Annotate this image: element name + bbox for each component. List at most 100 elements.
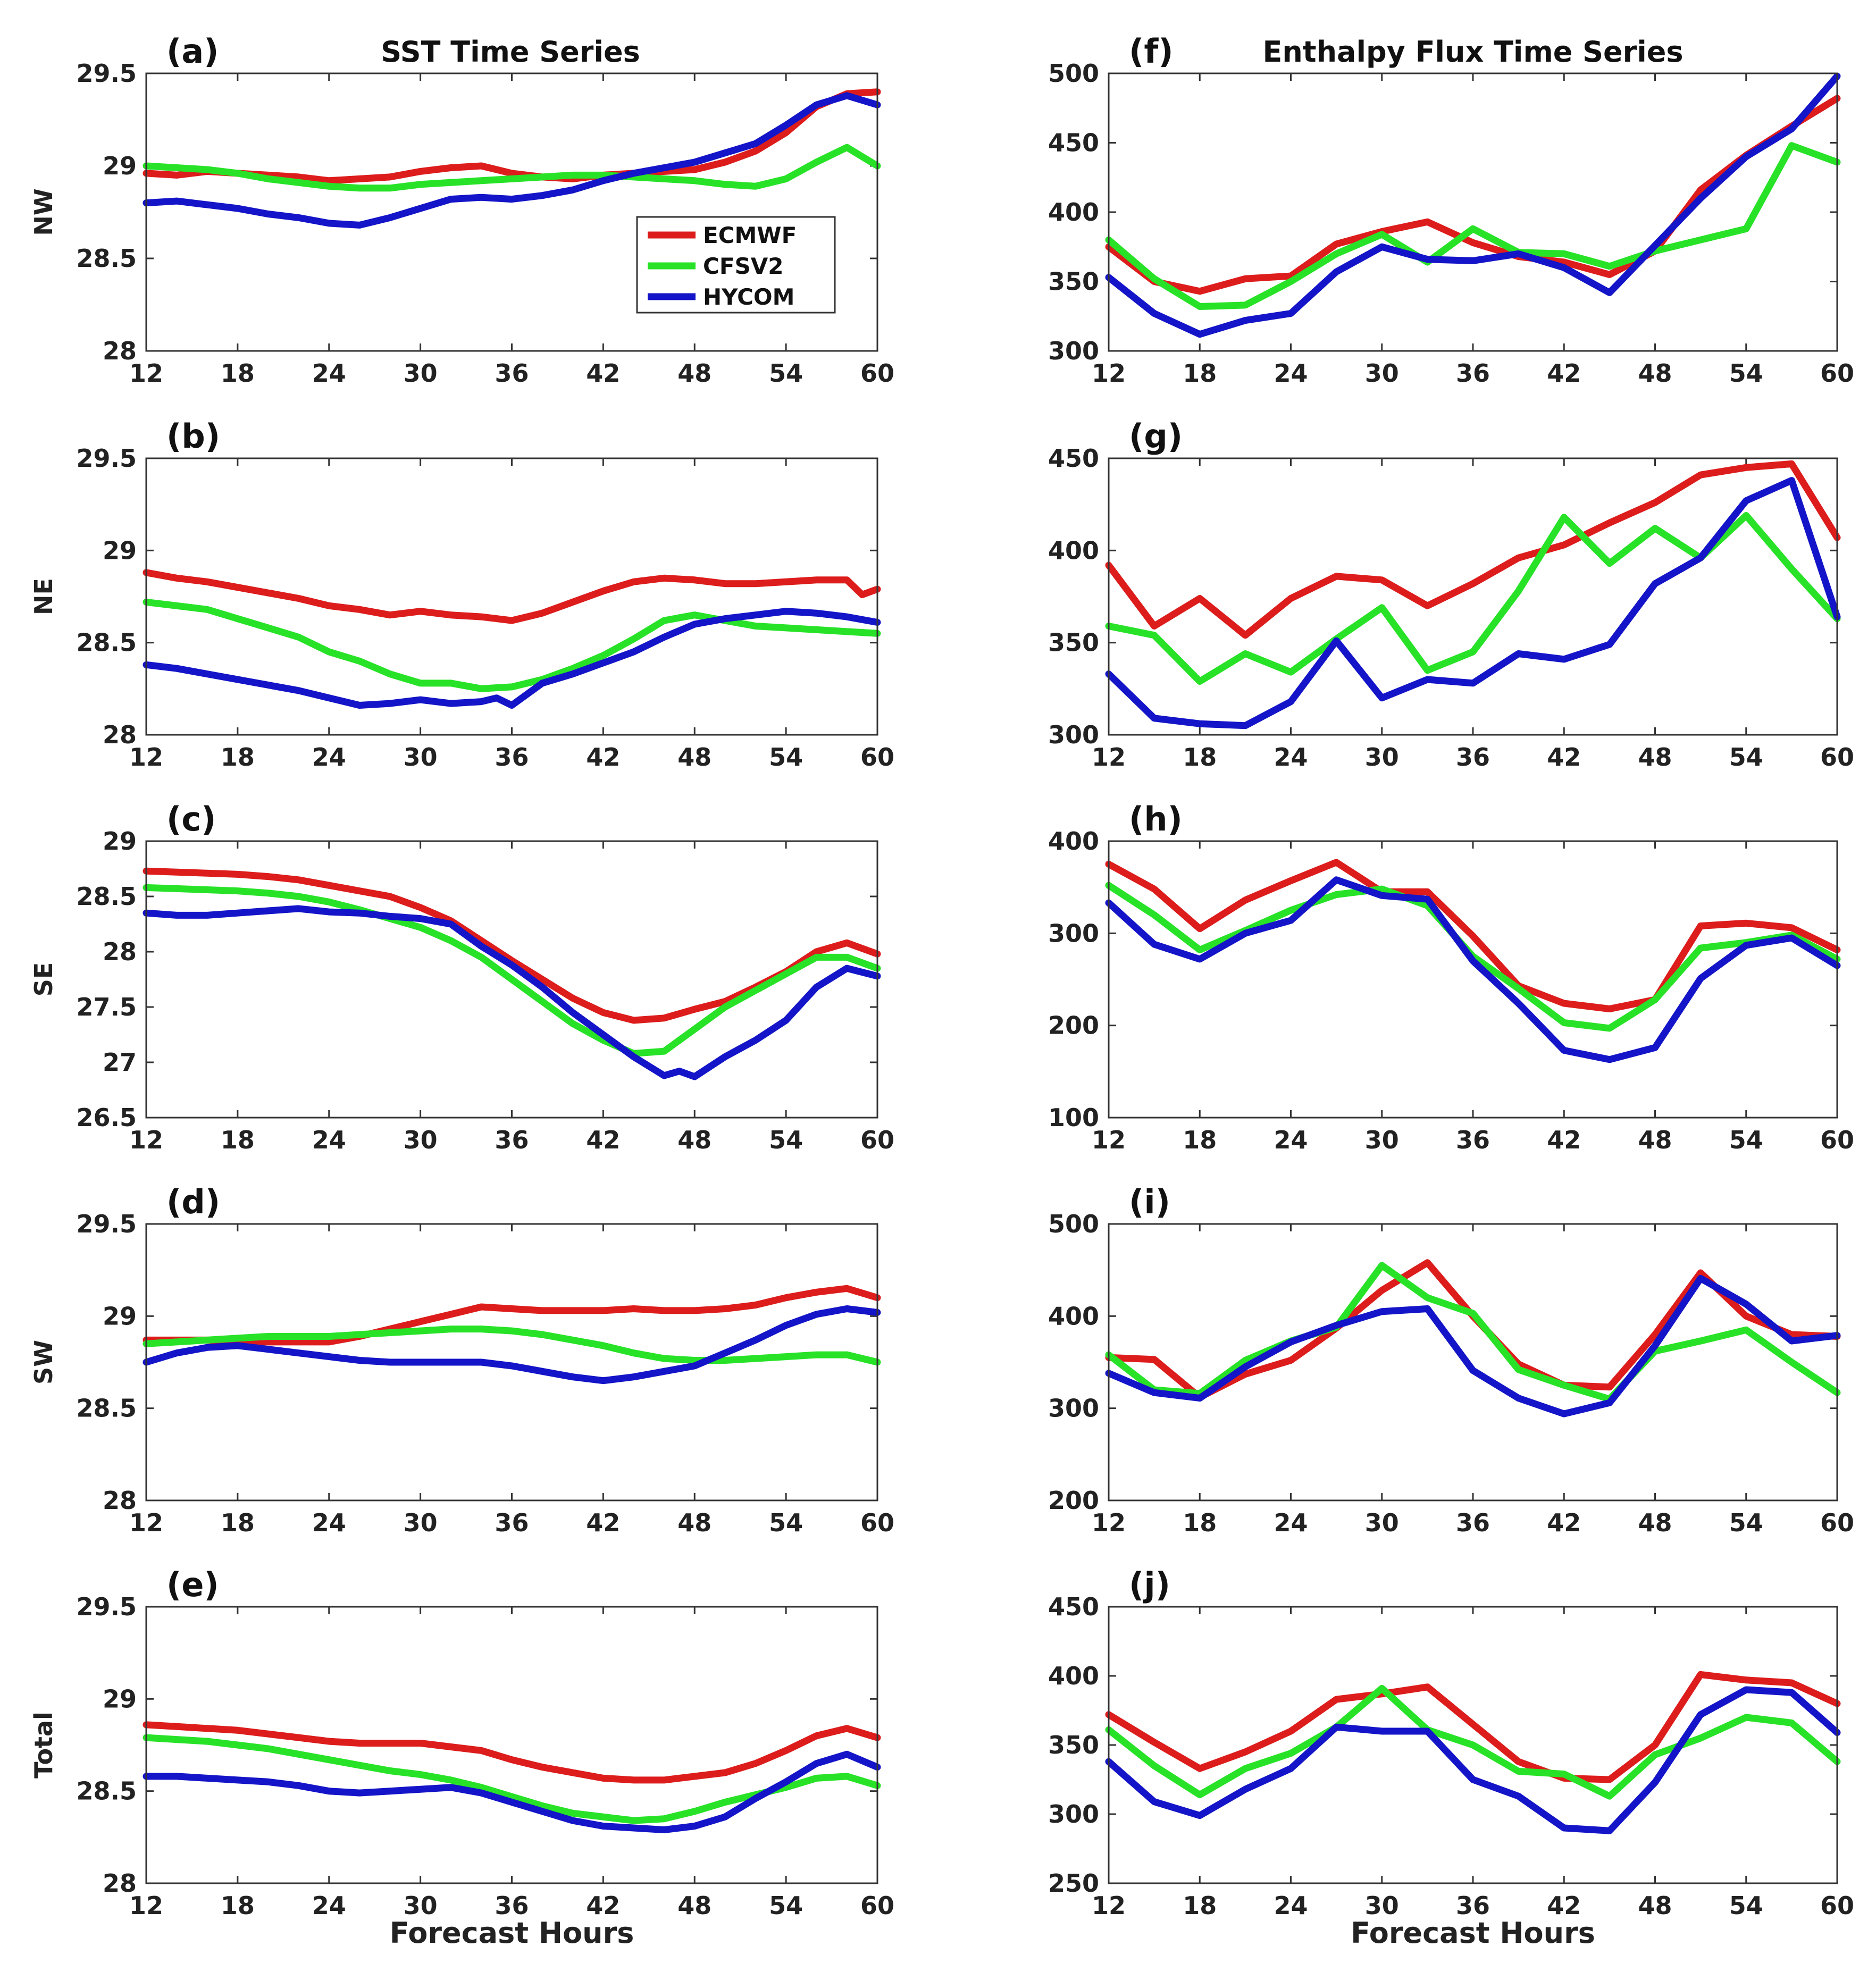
x-tick-label: 18 xyxy=(1183,1508,1217,1537)
legend: ECMWF CFSV2 HYCOM xyxy=(636,216,836,314)
x-tick-label: 54 xyxy=(769,743,803,771)
x-tick-label: 18 xyxy=(221,743,255,771)
x-tick-label: 24 xyxy=(1274,1126,1308,1154)
x-tick-label: 24 xyxy=(1274,1508,1308,1537)
x-tick-label: 30 xyxy=(1365,359,1399,388)
x-tick-label: 18 xyxy=(1183,743,1217,771)
series-line-hycom xyxy=(1105,72,1841,338)
y-tick-label: 28 xyxy=(103,337,137,365)
y-tick-label: 29.5 xyxy=(77,444,137,473)
y-tick-label: 400 xyxy=(1048,827,1099,855)
series-line-cfsv2 xyxy=(143,884,881,1057)
y-tick-label: 29 xyxy=(103,536,137,565)
x-tick-label: 48 xyxy=(677,1126,711,1154)
y-tick-label: 28.5 xyxy=(77,882,137,911)
y-tick-label: 250 xyxy=(1048,1869,1099,1898)
series-line-cfsv2 xyxy=(143,1326,881,1366)
series-line-ecmwf xyxy=(143,1721,881,1784)
y-axis-label: Total xyxy=(29,1712,58,1779)
enthalpy-title: Enthalpy Flux Time Series xyxy=(1262,35,1683,69)
axes-frame xyxy=(145,1606,878,1884)
panel-f: 12 18 24 30 36 42 48 54 60 300 350 400 450 500 (f) Enth… xyxy=(1048,32,1854,388)
x-tick-label: 54 xyxy=(1729,359,1763,388)
y-tick-label: 450 xyxy=(1048,444,1099,473)
y-axis-label: SE xyxy=(29,962,58,997)
x-tick-label: 48 xyxy=(1638,1891,1672,1920)
x-tick-label: 42 xyxy=(1547,1126,1581,1154)
y-tick-label: 27 xyxy=(103,1048,137,1077)
y-tick-label: 300 xyxy=(1048,919,1099,947)
x-tick-label: 12 xyxy=(129,359,163,388)
series-line-ecmwf xyxy=(143,1285,881,1346)
panel-label: (c) xyxy=(166,800,216,838)
x-tick-label: 48 xyxy=(1638,1508,1672,1537)
y-tick-label: 500 xyxy=(1048,1210,1099,1238)
y-tick-label: 100 xyxy=(1048,1103,1099,1132)
y-tick-label: 28.5 xyxy=(77,628,137,657)
x-tick-label: 12 xyxy=(1092,1508,1126,1537)
y-tick-label: 28.5 xyxy=(77,244,137,273)
y-tick-label: 400 xyxy=(1048,198,1099,227)
x-tick-label: 24 xyxy=(1274,1891,1308,1920)
x-tick-label: 42 xyxy=(586,359,620,388)
series-line-hycom xyxy=(143,608,881,709)
panel-d: 12 18 24 30 36 42 48 54 60 28 28.5 29 29.5 (d) SW xyxy=(29,1182,894,1537)
y-tick-label: 350 xyxy=(1048,267,1099,296)
x-tick-label: 24 xyxy=(312,359,346,388)
x-tick-label: 42 xyxy=(1547,743,1581,771)
x-tick-label: 36 xyxy=(495,359,529,388)
x-tick-label: 30 xyxy=(1365,743,1399,771)
x-tick-label: 60 xyxy=(860,1891,894,1920)
x-tick-label: 18 xyxy=(221,359,255,388)
panel-label: (b) xyxy=(166,417,220,456)
x-tick-label: 12 xyxy=(129,1508,163,1537)
series-line-hycom xyxy=(1105,1686,1841,1834)
series-line-hycom xyxy=(143,905,881,1080)
series-line-ecmwf xyxy=(1105,1671,1841,1783)
x-tick-label: 12 xyxy=(1092,359,1126,388)
x-tick-label: 42 xyxy=(586,743,620,771)
x-tick-label: 18 xyxy=(1183,1891,1217,1920)
y-tick-label: 28 xyxy=(103,1486,137,1515)
x-tick-label: 54 xyxy=(1729,1508,1763,1537)
y-tick-label: 27.5 xyxy=(77,993,137,1021)
x-tick-label: 18 xyxy=(1183,1126,1217,1154)
x-tick-label: 54 xyxy=(769,1508,803,1537)
y-tick-label: 28 xyxy=(103,1869,137,1898)
panel-a: 12 18 24 30 36 42 48 54 60 28 28.5 29 29.5 (a) NW SST T… xyxy=(29,32,894,388)
panel-label: (a) xyxy=(166,32,219,71)
x-tick-label: 48 xyxy=(1638,743,1672,771)
y-axis-label: NW xyxy=(29,188,58,236)
x-tick-label: 60 xyxy=(1820,359,1854,388)
x-tick-label: 54 xyxy=(769,1126,803,1154)
x-tick-label: 30 xyxy=(1365,1126,1399,1154)
x-tick-label: 48 xyxy=(1638,359,1672,388)
axes-frame xyxy=(145,840,878,1119)
series-line-hycom xyxy=(143,1305,881,1385)
panel-h: 12 18 24 30 36 42 48 54 60 100 200 300 400 (h) xyxy=(1048,800,1854,1154)
series-line-ecmwf xyxy=(1105,460,1841,639)
series-line-cfsv2 xyxy=(143,598,881,692)
y-tick-label: 29.5 xyxy=(77,1210,137,1238)
series-line-hycom xyxy=(143,1750,881,1833)
x-tick-label: 36 xyxy=(1456,743,1490,771)
panel-label: (h) xyxy=(1129,800,1183,838)
y-axis-label: NE xyxy=(29,578,58,615)
x-tick-label: 48 xyxy=(677,1891,711,1920)
x-tick-label: 24 xyxy=(312,743,346,771)
x-tick-label: 42 xyxy=(1547,1891,1581,1920)
x-tick-label: 12 xyxy=(129,1126,163,1154)
y-tick-label: 29.5 xyxy=(77,1592,137,1621)
axes-frame xyxy=(145,457,878,736)
x-tick-label: 42 xyxy=(586,1891,620,1920)
y-tick-label: 26.5 xyxy=(77,1103,137,1132)
x-tick-label: 18 xyxy=(1183,359,1217,388)
series-line-hycom xyxy=(1105,477,1841,729)
y-tick-label: 28 xyxy=(103,937,137,966)
series-line-cfsv2 xyxy=(1105,1684,1841,1800)
legend-label-cfsv2: CFSV2 xyxy=(703,253,784,279)
x-tick-label: 60 xyxy=(1820,1508,1854,1537)
x-tick-label: 36 xyxy=(1456,359,1490,388)
y-tick-label: 28.5 xyxy=(77,1777,137,1806)
